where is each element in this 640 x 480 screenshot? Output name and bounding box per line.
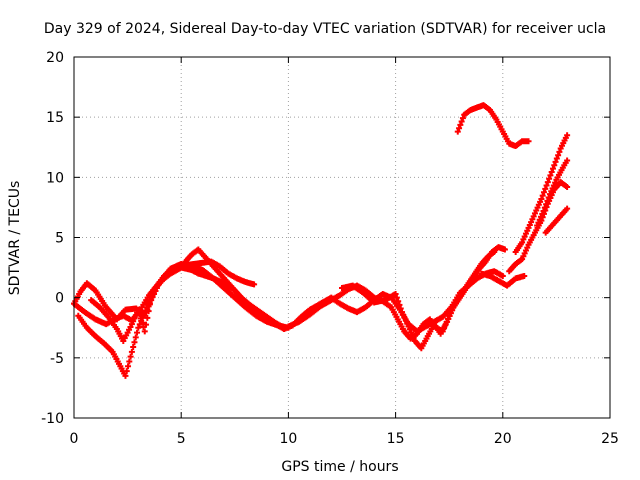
x-tick-label: 5 (177, 431, 186, 447)
axis-ticks: 0 5 10 15 20 25 -10 -5 0 5 10 15 20 (41, 50, 619, 447)
data-point-markers (339, 244, 508, 352)
series-track-n (454, 102, 532, 150)
y-tick-label: 10 (46, 170, 64, 186)
y-tick-label: -5 (50, 351, 64, 367)
series-track-l (534, 157, 571, 229)
series-track-k (512, 132, 571, 255)
series-track-e (182, 246, 288, 331)
series-track-m (542, 205, 571, 236)
x-tick-label: 25 (601, 431, 619, 447)
x-tick-label: 20 (494, 431, 512, 447)
y-tick-label: 5 (55, 231, 64, 247)
data-point-markers (506, 179, 571, 275)
data-point-markers (542, 205, 571, 236)
series-track-j (506, 179, 571, 275)
series-track-i (478, 270, 528, 289)
data-point-markers (478, 270, 528, 289)
data-point-markers (182, 246, 288, 331)
data-point-markers (512, 132, 571, 255)
y-tick-label: 20 (46, 50, 64, 66)
data-points (71, 102, 571, 379)
data-point-markers (454, 102, 532, 150)
series-track-h (339, 244, 508, 352)
y-axis-label: SDTVAR / TECUs (7, 181, 23, 296)
series-track-c (75, 260, 292, 379)
data-point-markers (534, 157, 571, 229)
y-tick-label: 15 (46, 110, 64, 126)
x-tick-label: 10 (279, 431, 297, 447)
x-tick-label: 15 (387, 431, 405, 447)
y-tick-label: -10 (41, 411, 64, 427)
y-tick-label: 0 (55, 291, 64, 307)
x-tick-label: 0 (70, 431, 79, 447)
series-track-d (88, 258, 258, 344)
data-point-markers (75, 260, 292, 379)
chart-title: Day 329 of 2024, Sidereal Day-to-day VTE… (44, 21, 606, 37)
grid-lines (74, 57, 610, 418)
x-axis-label: GPS time / hours (281, 459, 398, 475)
data-point-markers (88, 258, 258, 344)
